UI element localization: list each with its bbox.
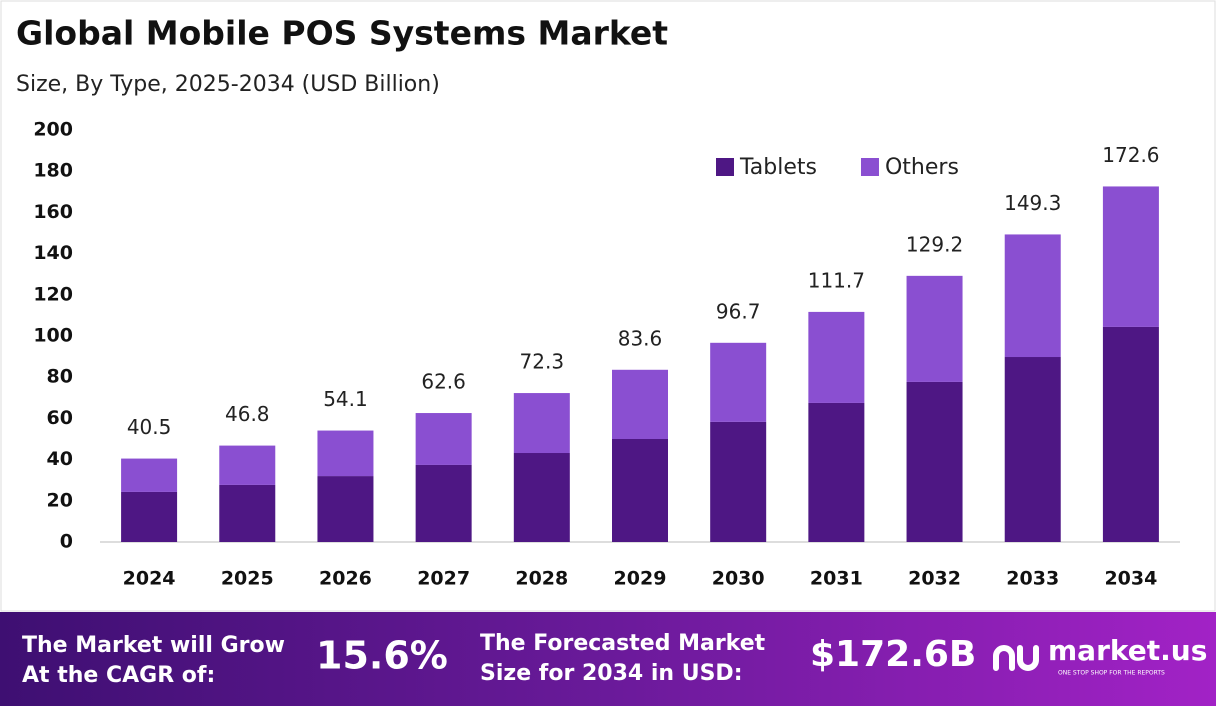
- y-tick-label: 40: [47, 448, 73, 470]
- bar-segment: [121, 458, 178, 492]
- x-tick-label: 2030: [712, 568, 765, 590]
- forecast-label: Size for 2034 in USD:: [480, 661, 743, 686]
- y-tick-label: 20: [47, 489, 73, 511]
- bar-segment: [1102, 326, 1159, 542]
- y-tick-label: 60: [47, 407, 73, 429]
- total-label: 111.7: [808, 268, 865, 292]
- brand-tagline: ONE STOP SHOP FOR THE REPORTS: [1058, 670, 1165, 677]
- total-label: 172.6: [1102, 143, 1159, 167]
- chart-subtitle: Size, By Type, 2025-2034 (USD Billion): [16, 72, 440, 97]
- x-tick-label: 2028: [515, 568, 568, 590]
- bar-segment: [219, 484, 276, 542]
- x-tick-label: 2025: [221, 568, 274, 590]
- cagr-label: The Market will Grow: [22, 633, 285, 658]
- forecast-value: $172.6B: [810, 634, 976, 675]
- y-tick-label: 0: [60, 531, 73, 553]
- y-tick-label: 180: [33, 160, 73, 182]
- total-label: 83.6: [618, 326, 663, 350]
- x-tick-label: 2034: [1104, 568, 1157, 590]
- y-tick-label: 140: [33, 242, 73, 264]
- bar-segment: [513, 393, 570, 454]
- bar-segment: [1102, 186, 1159, 327]
- bar-segment: [121, 491, 178, 542]
- y-tick-label: 120: [33, 283, 73, 305]
- bar-segment: [710, 421, 767, 542]
- forecast-label: The Forecasted Market: [480, 631, 766, 656]
- y-tick-label: 200: [33, 119, 73, 141]
- bar-segment: [415, 413, 472, 465]
- brand-name: market.us: [1048, 634, 1207, 667]
- bar-segment: [612, 369, 668, 439]
- bar-segment: [1004, 357, 1061, 542]
- bar-segment: [1004, 234, 1061, 358]
- x-tick-label: 2029: [614, 568, 667, 590]
- y-tick-label: 100: [33, 325, 73, 347]
- y-tick-label: 80: [47, 366, 73, 388]
- bar-segment: [612, 439, 668, 542]
- x-tick-label: 2024: [123, 568, 176, 590]
- bar-segment: [906, 381, 963, 542]
- total-label: 129.2: [906, 232, 963, 256]
- total-label: 54.1: [323, 387, 368, 411]
- x-tick-label: 2027: [417, 568, 470, 590]
- legend-label: Tablets: [739, 155, 817, 180]
- x-tick-label: 2032: [908, 568, 961, 590]
- legend-swatch: [716, 158, 734, 176]
- x-tick-label: 2033: [1006, 568, 1059, 590]
- total-label: 62.6: [421, 370, 466, 394]
- bar-segment: [415, 464, 472, 542]
- bar-segment: [906, 275, 963, 382]
- brand-logo: [993, 645, 1039, 671]
- cagr-label: At the CAGR of:: [22, 663, 215, 688]
- total-label: 46.8: [225, 402, 270, 426]
- total-label: 96.7: [716, 299, 761, 323]
- bar-segment: [808, 402, 865, 542]
- bar-segment: [317, 476, 374, 542]
- total-label: 149.3: [1004, 191, 1061, 215]
- bar-segment: [513, 453, 570, 542]
- bar-segment: [219, 445, 276, 485]
- total-label: 72.3: [520, 350, 565, 374]
- legend-label: Others: [885, 155, 959, 180]
- bar-segment: [808, 311, 865, 403]
- x-tick-label: 2026: [319, 568, 372, 590]
- bar-segment: [710, 342, 767, 422]
- legend-swatch: [860, 158, 879, 176]
- total-label: 40.5: [127, 415, 172, 439]
- x-tick-label: 2031: [810, 568, 863, 590]
- chart-title: Global Mobile POS Systems Market: [16, 14, 668, 53]
- cagr-value: 15.6%: [316, 634, 448, 678]
- y-tick-label: 160: [33, 201, 73, 223]
- bar-segment: [317, 430, 374, 477]
